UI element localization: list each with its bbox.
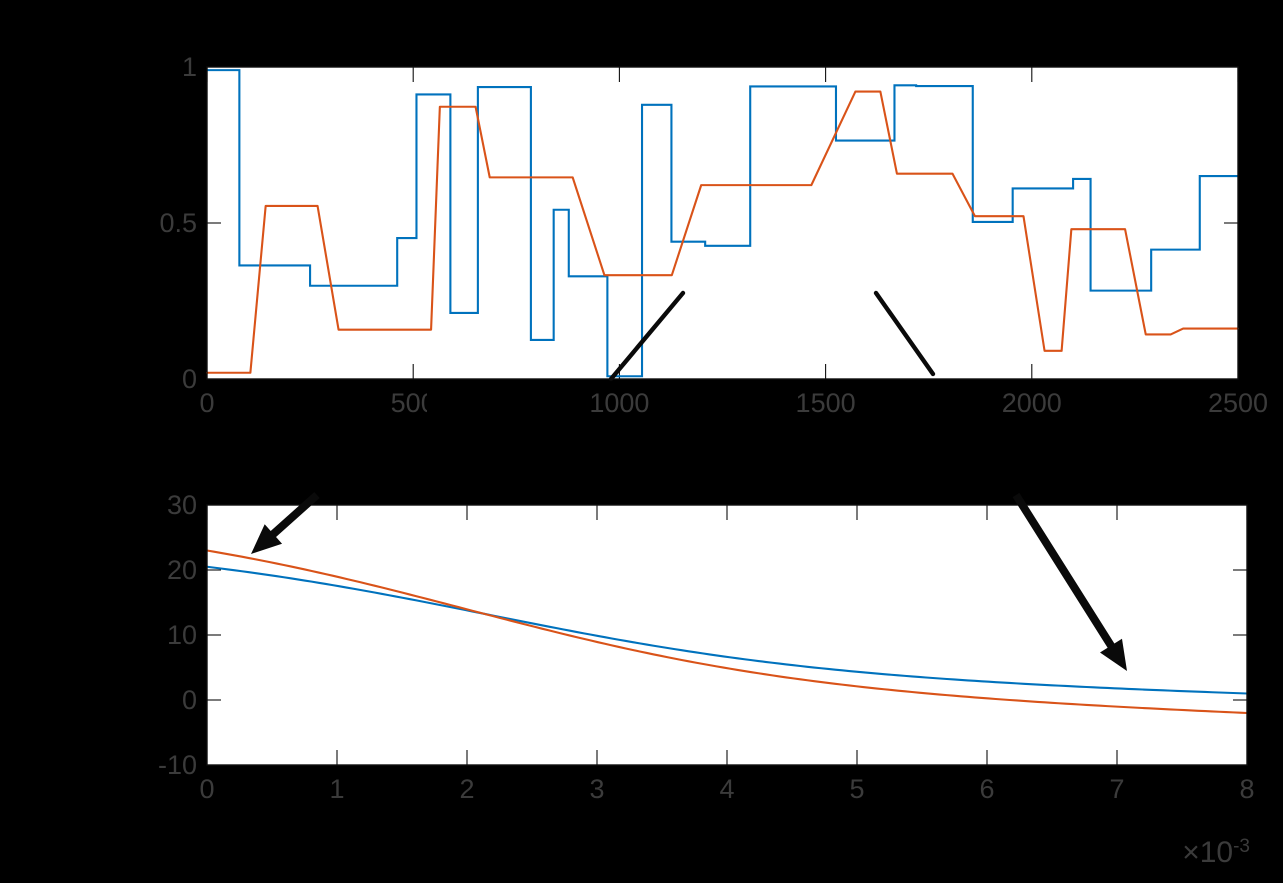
svg-text:3: 3 bbox=[589, 774, 604, 804]
svg-text:1: 1 bbox=[329, 774, 344, 804]
svg-text:8: 8 bbox=[1239, 774, 1254, 804]
svg-text:0: 0 bbox=[199, 774, 214, 804]
svg-text:6: 6 bbox=[979, 774, 994, 804]
svg-text:10: 10 bbox=[167, 620, 197, 650]
svg-text:-10: -10 bbox=[158, 750, 197, 780]
svg-text:20: 20 bbox=[167, 555, 197, 585]
svg-text:2500: 2500 bbox=[1208, 388, 1268, 418]
svg-text:1000: 1000 bbox=[589, 388, 649, 418]
svg-text:0.5: 0.5 bbox=[159, 208, 197, 238]
svg-text:7: 7 bbox=[1109, 774, 1124, 804]
svg-text:2: 2 bbox=[459, 774, 474, 804]
svg-text:0: 0 bbox=[182, 685, 197, 715]
svg-text:0: 0 bbox=[199, 388, 214, 418]
svg-text:0: 0 bbox=[182, 364, 197, 394]
svg-text:4: 4 bbox=[719, 774, 734, 804]
svg-text:2000: 2000 bbox=[1002, 388, 1062, 418]
svg-text:1: 1 bbox=[182, 52, 197, 82]
svg-text:30: 30 bbox=[167, 490, 197, 520]
svg-text:1500: 1500 bbox=[796, 388, 856, 418]
svg-text:5: 5 bbox=[849, 774, 864, 804]
